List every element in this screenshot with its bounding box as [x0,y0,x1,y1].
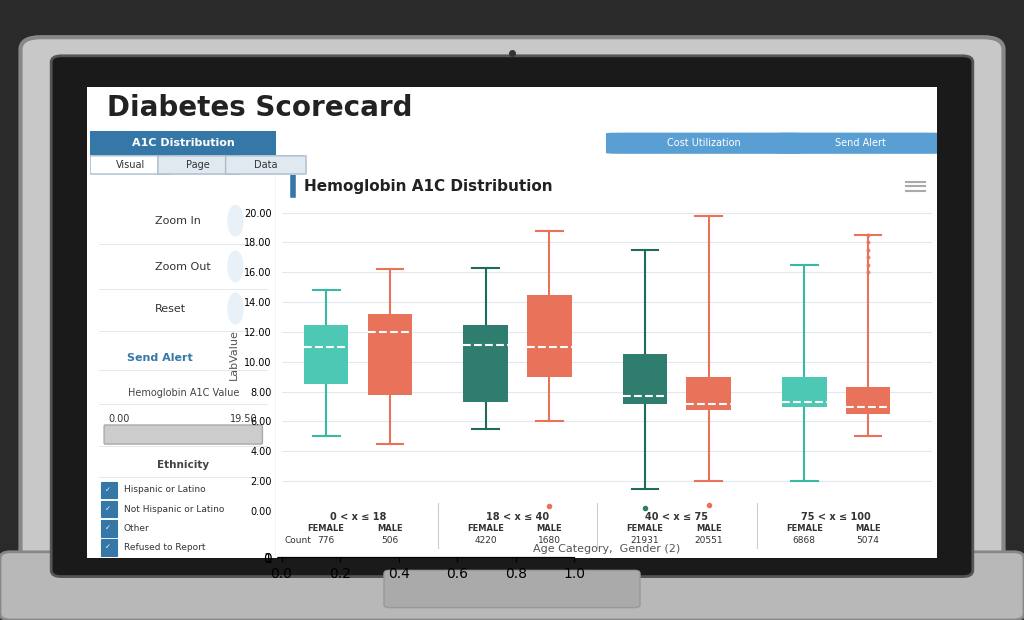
FancyBboxPatch shape [101,520,117,536]
Text: MALE: MALE [696,524,722,533]
Text: 0 < x ≤ 18: 0 < x ≤ 18 [330,512,386,521]
Text: Send Alert: Send Alert [836,138,886,148]
Text: Diabetes Scorecard: Diabetes Scorecard [108,94,413,122]
Text: FEMALE: FEMALE [467,524,504,533]
Text: 776: 776 [317,536,335,545]
Text: 6868: 6868 [793,536,816,545]
FancyBboxPatch shape [104,425,262,444]
Text: 20551: 20551 [694,536,723,545]
Y-axis label: LabValue: LabValue [228,329,239,380]
FancyBboxPatch shape [101,500,117,518]
Text: Age Category,  Gender (2): Age Category, Gender (2) [534,544,680,554]
Text: 18 < x ≤ 40: 18 < x ≤ 40 [485,512,549,521]
Text: Ethnicity: Ethnicity [158,460,209,470]
Text: 40 < x ≤ 75: 40 < x ≤ 75 [645,512,709,521]
FancyBboxPatch shape [776,133,945,153]
Text: 506: 506 [381,536,398,545]
Text: Zoom In: Zoom In [156,216,201,226]
Bar [463,324,508,402]
Bar [846,387,891,414]
Text: Count: Count [285,536,311,545]
Bar [527,294,571,377]
Text: Data: Data [254,160,278,170]
Bar [782,377,826,407]
Text: MALE: MALE [377,524,402,533]
Text: Page: Page [186,160,210,170]
Bar [623,355,668,404]
Circle shape [228,293,243,324]
Text: Cost Utilization: Cost Utilization [668,138,741,148]
Text: 4220: 4220 [474,536,497,545]
Bar [686,377,731,410]
Text: FEMALE: FEMALE [308,524,345,533]
Text: 1680: 1680 [538,536,561,545]
Bar [304,324,348,384]
Text: FEMALE: FEMALE [785,524,822,533]
Text: Refused to Report: Refused to Report [124,542,205,552]
Bar [368,314,413,394]
FancyBboxPatch shape [90,156,171,174]
Text: Hispanic or Latino: Hispanic or Latino [124,485,205,494]
FancyBboxPatch shape [51,56,973,577]
Text: Hemoglobin A1C Distribution: Hemoglobin A1C Distribution [304,179,553,194]
Text: Send Alert: Send Alert [127,353,194,363]
FancyBboxPatch shape [606,133,802,153]
Text: ✓: ✓ [105,544,111,550]
Text: 19.50: 19.50 [230,414,258,424]
FancyBboxPatch shape [225,156,306,174]
Bar [87,87,937,558]
Text: 5074: 5074 [857,536,880,545]
Text: 75 < x ≤ 100: 75 < x ≤ 100 [802,512,871,521]
Text: 0.00: 0.00 [109,414,130,424]
FancyBboxPatch shape [90,131,276,155]
Text: MALE: MALE [537,524,562,533]
Text: Reset: Reset [156,304,186,314]
FancyBboxPatch shape [20,37,1004,608]
Circle shape [228,205,243,236]
Text: ✓: ✓ [105,487,111,493]
Text: ✓: ✓ [105,525,111,531]
Circle shape [228,251,243,281]
Text: Not Hispanic or Latino: Not Hispanic or Latino [124,505,224,513]
FancyBboxPatch shape [101,539,117,556]
Text: ✓: ✓ [105,506,111,512]
Text: A1C Distribution: A1C Distribution [132,138,234,148]
Text: FEMALE: FEMALE [627,524,664,533]
FancyBboxPatch shape [0,552,1024,620]
Text: Hemoglobin A1C Value: Hemoglobin A1C Value [128,388,239,397]
Text: 21931: 21931 [631,536,659,545]
Text: Zoom Out: Zoom Out [156,262,211,272]
FancyBboxPatch shape [384,570,640,608]
Text: Visual: Visual [116,160,145,170]
FancyBboxPatch shape [158,156,239,174]
FancyBboxPatch shape [101,482,117,498]
Text: MALE: MALE [855,524,881,533]
Text: Other: Other [124,524,150,533]
